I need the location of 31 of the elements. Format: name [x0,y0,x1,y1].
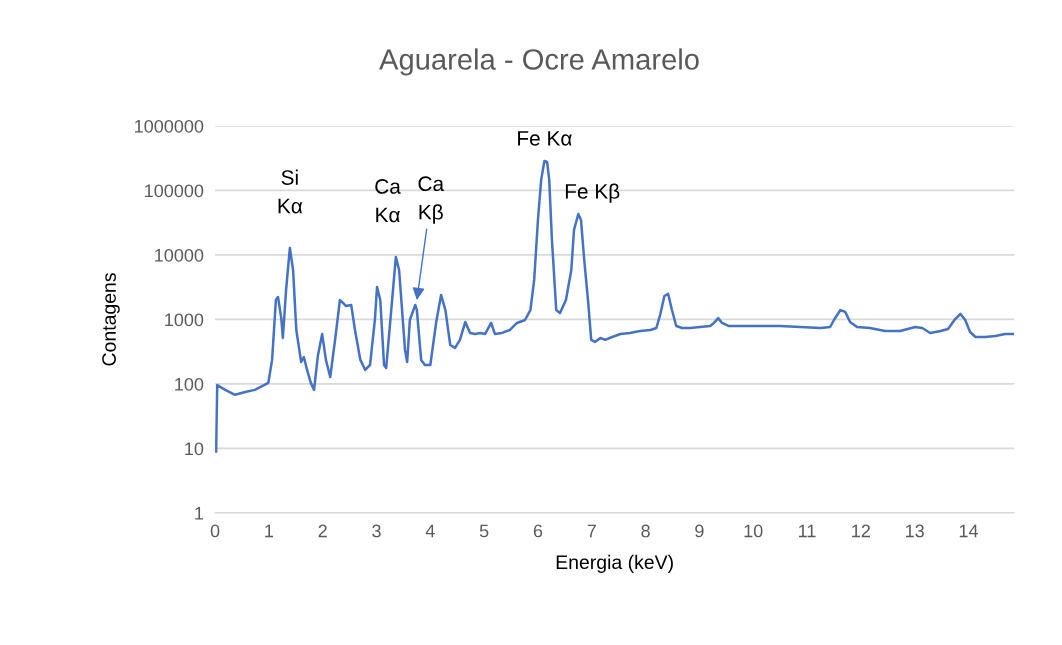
annotation: Fe Kα [518,131,572,146]
y-tick-label: 1 [195,507,204,520]
x-tick-label: 10 [744,524,763,538]
y-tick-label: 100000 [145,184,204,198]
chart-title: Aguarela - Ocre Amarelo [379,48,699,76]
x-tick-label: 2 [318,524,327,538]
x-tick-label: 9 [695,524,704,538]
line-series [215,159,1015,453]
x-tick-label: 13 [905,524,924,538]
x-tick-label: 14 [959,524,978,538]
y-tick-label: 100 [175,377,204,391]
x-tick-label: 3 [372,524,381,538]
x-tick-label: 12 [852,524,870,538]
x-tick-label: 7 [587,524,596,538]
y-tick-label: 10 [185,442,204,456]
x-tick-label: 5 [479,524,489,538]
y-tick-label: 1000 [165,313,204,327]
x-axis-title: Energia (keV) [556,554,673,573]
x-tick-label: 6 [533,524,543,538]
annotation: Fe Kβ [565,183,620,203]
y-axis-title: Contagens [102,273,120,366]
annotation: Ca Kα [375,179,401,223]
annotation: Ca Kβ [418,176,445,224]
x-tick-label: 0 [210,524,220,538]
annotation: Si Kα [278,169,303,214]
x-tick-label: 1 [265,524,274,538]
y-tick-label: 10000 [155,248,204,262]
x-tick-label: 8 [641,524,650,538]
y-tick-label: 1000000 [135,119,204,133]
x-tick-label: 4 [425,524,435,538]
x-tick-label: 11 [799,524,816,538]
